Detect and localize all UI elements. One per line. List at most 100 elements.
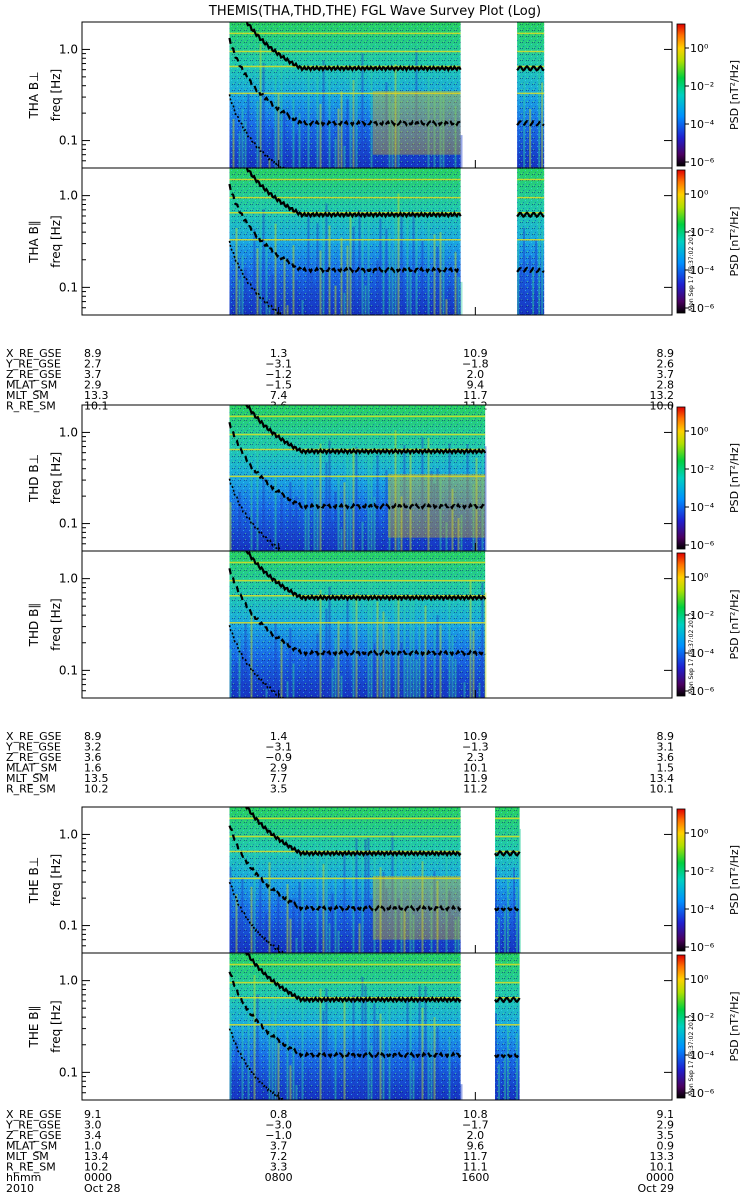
timestamp: Mon Sep 17 08:37:02 2012 [688,612,695,694]
spectrogram-stripe [337,930,340,953]
freq-axis-label: freq [Hz] [49,598,63,650]
spectrogram-stripe [406,208,409,315]
spectrogram-stripe [256,994,259,1100]
spectrogram-stripe [463,682,466,698]
spectrogram-stripe [385,616,388,698]
spectrogram-stripe [238,279,241,315]
spectrogram-stripe [373,643,376,698]
spectrogram-stripe [439,478,442,551]
spectrogram-stripe [238,906,241,953]
spectrogram-stripe [400,496,403,551]
timestamp: Mon Sep 17 08:37:02 2012 [688,1014,695,1096]
colorbar-tick-label: 10⁻⁶ [690,1087,715,1100]
spectrogram-stripe [295,280,298,315]
spectrogram-stripe [472,630,475,698]
spectrogram-stripe [334,138,337,168]
spectrogram-stripe [367,583,370,698]
spectrogram-stripe [457,916,460,953]
ephemeris-value: 10.9 [463,347,488,360]
colorbar-tick-label: 10⁻⁴ [690,1049,715,1062]
colorbar [676,406,686,550]
spectrogram-stripe [271,1024,274,1100]
spectrogram [228,551,487,698]
curve-fce-quarter [228,971,521,1059]
spectrogram-stripe [391,103,394,168]
spectrogram-stripe [241,255,244,315]
colorbar-tick-label: 10⁻⁶ [690,302,715,315]
timestamp: Mon Sep 17 08:37:02 2012 [688,229,695,311]
spectrogram-stripe [454,105,457,168]
spectrogram-stripe [337,620,340,698]
ephemeris-value: 1.0 [84,1140,102,1153]
spectrogram-stripe [504,906,506,953]
spectrogram-stripe [397,449,400,551]
spectrogram-stripe [277,1042,280,1100]
spectrogram-stripe [388,995,391,1100]
time-tick-label: 0000 [646,1171,674,1184]
spectrogram-stripe [316,486,319,551]
spectrogram-stripe [271,128,274,168]
y-tick-label: 1.0 [59,42,78,56]
spectrogram-stripe [238,132,241,168]
spectrogram-stripe [334,638,337,698]
spectrogram-stripe [241,650,244,698]
colorbar [676,169,686,314]
panel-frame [81,952,673,1101]
spectrogram-stripe [304,452,307,551]
spectrogram-stripe [478,535,481,551]
ephemeris-the: X_RE_GSE 9.1 0.8 10.8 9.1 Y_RE_GSE 3.0 −3.0 −1.7… [5,1108,674,1174]
colorbar-tick-label: 10⁻² [690,226,714,239]
spectrogram-stripe [325,988,328,1100]
chart-title: THEMIS(THA,THD,THE) FGL Wave Survey Plot… [208,4,541,19]
ephemeris-value: 1.6 [84,762,102,775]
spectrogram-stripe [388,86,391,168]
spectrogram-stripe [319,443,322,551]
spectrogram-stripe [397,595,400,698]
colorbar-tick-label: 10⁻⁶ [690,156,715,169]
spectrogram-stripe [516,886,518,953]
spectrogram-stripe [286,1030,289,1100]
ephemeris-value: 2.9 [657,1119,675,1132]
spectrogram-stripe [406,996,409,1100]
spectrogram-stripe [382,871,385,953]
y-tick-label: 0.1 [59,134,78,148]
probe-the: 1.0 0.1 THE B⊥ freq [Hz] 10⁰ 10⁻² 10⁻⁴ 10⁻⁶ PSD … [5,806,741,1174]
spectrogram-stripe [274,223,277,315]
ephemeris-value: 1.3 [270,347,288,360]
spectrogram-stripe [538,59,541,168]
panel-label: THD B⊥ [27,454,41,503]
ephemeris-value: 13.4 [84,1150,109,1163]
spectrogram-stripe [358,923,361,953]
freq-axis-label: freq [Hz] [49,854,63,906]
ephemeris-value: 10.2 [84,1161,109,1174]
spectrogram-stripe [319,589,322,698]
curve-fce-quarter [228,421,487,510]
panel-thd-perp: 1.0 0.1 THD B⊥ freq [Hz] 10⁰ 10⁻² 10⁻⁴ 10⁻⁶ PSD … [27,404,741,552]
ephemeris-value: 3.1 [657,741,675,754]
colorbar-tick-label: 10⁰ [690,42,709,55]
spectrogram-stripe [394,430,397,551]
panel-label: THA B⊥ [27,71,41,119]
spectrogram-stripe [307,508,310,551]
ephemeris-value: 8.9 [657,730,675,743]
spectrogram-stripe [418,985,421,1100]
spectrogram-stripe [430,470,433,551]
spectrogram-stripe [337,474,340,551]
spectrogram-stripe [451,1061,454,1100]
y-tick-label: 1.0 [59,189,78,203]
spectrogram-stripe [361,830,364,953]
spectrogram-stripe [235,893,238,953]
y-tick-label: 0.1 [59,1065,78,1079]
spectrogram-stripe [250,465,253,551]
ephemeris-value: 3.6 [657,751,675,764]
spectrogram-stripe [316,845,319,953]
spectrogram-stripe [322,206,325,315]
spectrogram-stripe [289,918,292,953]
panel-the-par: 1.0 0.1 THE B∥ freq [Hz] 10⁰ 10⁻² 10⁻⁴ 10⁻⁶ PSD … [27,952,741,1101]
ephemeris-value: 7.2 [270,1150,288,1163]
spectrogram-stripe [331,893,334,953]
colorbar-tick-label: 10⁻⁴ [690,501,715,514]
ephemeris-value: 2.0 [467,368,485,381]
spectrogram-stripe [313,283,316,315]
spectrogram-stripe [325,203,328,315]
